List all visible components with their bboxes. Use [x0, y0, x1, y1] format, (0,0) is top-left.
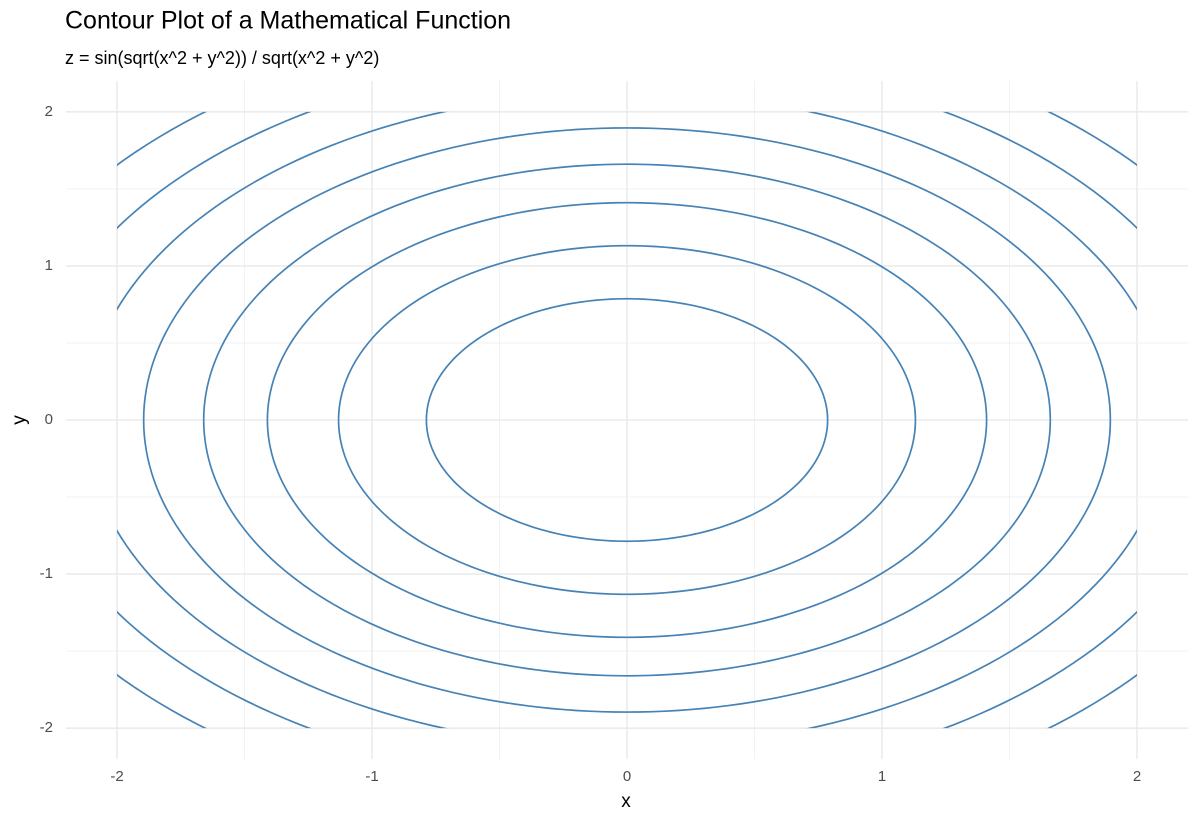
contour-line [266, 201, 988, 639]
y-tick-label: 0 [45, 411, 53, 428]
y-tick-label: 2 [45, 103, 53, 120]
x-tick-label: 2 [1133, 768, 1141, 785]
y-axis-label: y [9, 415, 30, 425]
contour-line [117, 111, 1137, 729]
x-tick-label: -2 [110, 768, 123, 785]
grid [66, 81, 1188, 759]
chart-title: Contour Plot of a Mathematical Function [65, 7, 511, 35]
contour-line [337, 244, 917, 596]
x-tick-label: 1 [878, 768, 886, 785]
y-tick-label: -1 [40, 565, 53, 582]
x-tick-label: 0 [623, 768, 631, 785]
x-tick-label: -1 [365, 768, 378, 785]
y-tick-label: 1 [45, 257, 53, 274]
y-tick-label: -2 [40, 719, 53, 736]
contour-line [425, 297, 829, 543]
plot-area [117, 111, 1137, 729]
chart-subtitle: z = sin(sqrt(x^2 + y^2)) / sqrt(x^2 + y^… [65, 48, 379, 68]
contour-line [142, 127, 1112, 713]
x-axis-label: x [621, 791, 631, 812]
contour-line [202, 163, 1052, 677]
